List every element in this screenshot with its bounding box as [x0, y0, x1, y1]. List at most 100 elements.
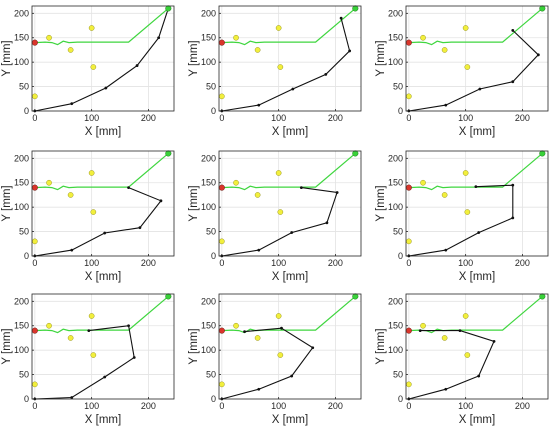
planned-path	[34, 295, 169, 334]
x-axis-label: X [mm]	[459, 126, 495, 138]
y-axis-label: Y [mm]	[375, 328, 387, 364]
y-tick-label: 200	[388, 8, 403, 18]
x-tick-label: 200	[141, 258, 156, 268]
y-axis-label: Y [mm]	[188, 40, 200, 76]
obstacle-point	[254, 47, 261, 53]
y-tick-label: 200	[201, 8, 216, 18]
arm-joint	[290, 374, 294, 378]
arm-links	[34, 8, 169, 112]
arm-joint	[127, 324, 130, 328]
y-tick-label: 0	[24, 106, 29, 116]
y-axis-label: Y [mm]	[375, 185, 387, 221]
y-axis-label: Y [mm]	[375, 40, 387, 76]
planned-path	[221, 295, 356, 334]
x-tick-label: 100	[458, 401, 473, 411]
arm-joint	[418, 329, 422, 333]
arm-joint	[280, 326, 283, 330]
y-tick-label: 50	[393, 82, 403, 92]
x-tick-label: 0	[32, 113, 37, 123]
x-tick-label: 100	[458, 258, 473, 268]
arm-joint	[444, 387, 448, 391]
y-tick-label: 0	[398, 394, 403, 404]
arm-links	[34, 325, 135, 400]
obstacle-point	[441, 335, 448, 341]
plot-svg: 0 100 200 0 50 100 150 200 X [mm] Y [mm]	[1, 293, 175, 426]
arm-joint	[299, 186, 303, 190]
goal-point	[539, 5, 546, 12]
x-axis-label: X [mm]	[459, 414, 495, 426]
arm-joint	[536, 53, 540, 57]
plot-panel-5: 0 100 200 0 50 100 150 200 X [mm] Y [mm]	[187, 145, 370, 287]
x-axis-label: X [mm]	[272, 271, 308, 283]
goal-point	[539, 293, 546, 300]
obstacle-point	[88, 313, 95, 319]
goal-point	[165, 5, 172, 12]
arm-joint	[135, 64, 139, 67]
x-tick-label: 200	[328, 113, 343, 123]
plot-panel-9: 0 100 200 0 50 100 150 200 X [mm] Y [mm]	[374, 288, 550, 430]
x-tick-label: 100	[271, 113, 286, 123]
obstacle-point	[277, 64, 284, 70]
y-tick-label: 50	[206, 227, 216, 237]
obstacle-point	[420, 322, 426, 329]
obstacle-point	[218, 93, 225, 100]
obstacle-point	[275, 170, 282, 176]
axes-frame	[31, 150, 175, 257]
arm-joint	[444, 248, 448, 252]
start-point	[31, 184, 38, 191]
obstacle-point	[233, 34, 239, 41]
arm-links	[34, 187, 162, 257]
arm-links	[221, 187, 338, 257]
x-tick-label: 100	[271, 258, 286, 268]
goal-point	[165, 150, 172, 157]
obstacle-point	[405, 381, 412, 388]
plot-panel-7: 0 100 200 0 50 100 150 200 X [mm] Y [mm]	[0, 288, 183, 430]
y-tick-label: 100	[201, 202, 216, 212]
plot-panel-4: 0 100 200 0 50 100 150 200 X [mm] Y [mm]	[0, 145, 183, 287]
x-tick-label: 200	[515, 113, 530, 123]
arm-links	[408, 330, 495, 400]
arm-joint	[104, 86, 108, 90]
x-axis-label: X [mm]	[85, 414, 121, 426]
x-tick-label: 0	[406, 401, 411, 411]
y-tick-label: 200	[14, 296, 29, 306]
y-tick-label: 200	[388, 296, 403, 306]
axes-frame	[218, 293, 362, 400]
y-tick-label: 200	[14, 8, 29, 18]
x-tick-label: 100	[84, 113, 99, 123]
y-tick-label: 0	[24, 394, 29, 404]
arm-joint	[511, 80, 515, 84]
x-tick-label: 0	[32, 258, 37, 268]
plot-panel-2: 0 100 200 0 50 100 150 200 X [mm] Y [mm]	[187, 0, 370, 142]
arm-joint	[157, 36, 161, 40]
arm-joint	[348, 49, 352, 53]
start-point	[405, 184, 412, 191]
y-tick-label: 150	[201, 321, 216, 331]
x-tick-label: 100	[84, 258, 99, 268]
x-axis-label: X [mm]	[85, 126, 121, 138]
y-tick-label: 50	[206, 370, 216, 380]
x-tick-label: 0	[406, 258, 411, 268]
y-tick-label: 0	[211, 394, 216, 404]
arm-joint	[103, 375, 107, 379]
obstacle-point	[67, 47, 74, 53]
plot-svg: 0 100 200 0 50 100 150 200 X [mm] Y [mm]	[375, 5, 549, 138]
arm-joint	[511, 183, 515, 187]
obstacle-point	[90, 64, 97, 70]
obstacle-point	[464, 209, 471, 215]
plot-svg: 0 100 200 0 50 100 150 200 X [mm] Y [mm]	[375, 150, 549, 283]
x-tick-label: 100	[84, 401, 99, 411]
y-tick-label: 50	[19, 82, 29, 92]
obstacle-point	[464, 64, 471, 70]
planned-path	[221, 152, 356, 191]
plot-svg: 0 100 200 0 50 100 150 200 X [mm] Y [mm]	[375, 293, 549, 426]
y-tick-label: 50	[19, 370, 29, 380]
arm-joint	[492, 339, 496, 343]
axes-frame	[31, 5, 175, 112]
y-tick-label: 0	[211, 251, 216, 261]
obstacle-point	[254, 335, 261, 341]
y-tick-label: 150	[14, 178, 29, 188]
plot-panel-8: 0 100 200 0 50 100 150 200 X [mm] Y [mm]	[187, 288, 370, 430]
y-tick-label: 150	[388, 321, 403, 331]
y-tick-label: 50	[393, 370, 403, 380]
